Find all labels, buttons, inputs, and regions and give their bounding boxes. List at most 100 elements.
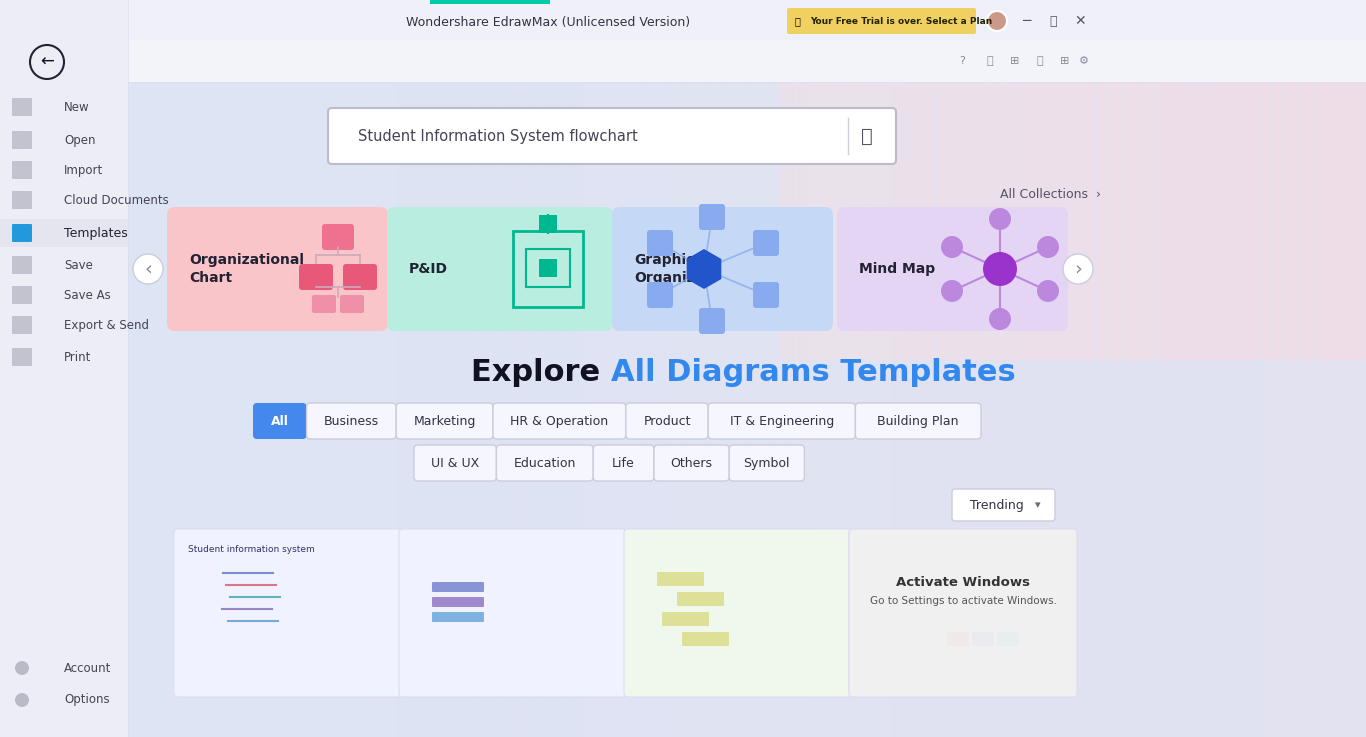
FancyBboxPatch shape bbox=[985, 40, 1001, 360]
FancyBboxPatch shape bbox=[686, 40, 706, 737]
FancyBboxPatch shape bbox=[952, 489, 1055, 521]
FancyBboxPatch shape bbox=[768, 40, 790, 737]
Text: Student information system: Student information system bbox=[189, 545, 314, 554]
FancyBboxPatch shape bbox=[953, 40, 975, 737]
Text: HR & Operation: HR & Operation bbox=[511, 414, 608, 427]
FancyBboxPatch shape bbox=[729, 445, 805, 481]
Text: ⊞: ⊞ bbox=[1060, 56, 1070, 66]
FancyBboxPatch shape bbox=[867, 40, 885, 360]
FancyBboxPatch shape bbox=[12, 131, 31, 149]
Text: 🌐: 🌐 bbox=[1037, 56, 1044, 66]
Text: Go to Settings to activate Windows.: Go to Settings to activate Windows. bbox=[870, 596, 1056, 606]
FancyBboxPatch shape bbox=[970, 40, 988, 360]
FancyBboxPatch shape bbox=[1220, 40, 1236, 360]
Text: Mind Map: Mind Map bbox=[859, 262, 936, 276]
FancyBboxPatch shape bbox=[1305, 40, 1326, 737]
FancyBboxPatch shape bbox=[1233, 40, 1251, 360]
FancyBboxPatch shape bbox=[12, 348, 31, 366]
FancyBboxPatch shape bbox=[1131, 40, 1149, 360]
FancyBboxPatch shape bbox=[647, 230, 673, 256]
FancyBboxPatch shape bbox=[1180, 40, 1202, 737]
FancyBboxPatch shape bbox=[387, 207, 613, 331]
FancyBboxPatch shape bbox=[432, 597, 484, 607]
Text: Wondershare EdrawMax (Unlicensed Version): Wondershare EdrawMax (Unlicensed Version… bbox=[406, 15, 690, 29]
FancyBboxPatch shape bbox=[396, 403, 493, 439]
FancyBboxPatch shape bbox=[602, 40, 624, 737]
Circle shape bbox=[1037, 280, 1059, 302]
Text: Save As: Save As bbox=[64, 288, 111, 301]
FancyBboxPatch shape bbox=[855, 403, 981, 439]
Circle shape bbox=[989, 308, 1011, 330]
Text: Education: Education bbox=[514, 456, 576, 469]
Circle shape bbox=[15, 661, 29, 675]
FancyBboxPatch shape bbox=[1325, 40, 1347, 737]
Text: Options: Options bbox=[64, 694, 109, 707]
FancyBboxPatch shape bbox=[612, 207, 833, 331]
Text: All Diagrams Templates: All Diagrams Templates bbox=[611, 357, 1016, 386]
Text: P&ID: P&ID bbox=[408, 262, 448, 276]
FancyBboxPatch shape bbox=[947, 632, 968, 646]
FancyBboxPatch shape bbox=[654, 445, 729, 481]
FancyBboxPatch shape bbox=[0, 0, 1366, 40]
Text: Export & Send: Export & Send bbox=[64, 318, 149, 332]
FancyBboxPatch shape bbox=[809, 40, 831, 737]
Circle shape bbox=[1063, 254, 1093, 284]
FancyBboxPatch shape bbox=[12, 191, 31, 209]
FancyBboxPatch shape bbox=[1059, 40, 1075, 360]
FancyBboxPatch shape bbox=[753, 282, 779, 308]
FancyBboxPatch shape bbox=[1146, 40, 1162, 360]
Text: Building Plan: Building Plan bbox=[877, 414, 959, 427]
FancyBboxPatch shape bbox=[624, 529, 852, 697]
FancyBboxPatch shape bbox=[1098, 40, 1119, 737]
Text: Print: Print bbox=[64, 351, 92, 363]
FancyBboxPatch shape bbox=[12, 98, 31, 116]
FancyBboxPatch shape bbox=[328, 108, 896, 164]
FancyBboxPatch shape bbox=[167, 207, 388, 331]
FancyBboxPatch shape bbox=[663, 612, 709, 626]
FancyBboxPatch shape bbox=[1279, 40, 1295, 360]
FancyBboxPatch shape bbox=[1074, 40, 1090, 360]
FancyBboxPatch shape bbox=[850, 40, 872, 737]
FancyBboxPatch shape bbox=[12, 286, 31, 304]
FancyBboxPatch shape bbox=[839, 40, 855, 360]
Text: 🔔: 🔔 bbox=[986, 56, 993, 66]
FancyBboxPatch shape bbox=[496, 445, 593, 481]
Text: All: All bbox=[270, 414, 288, 427]
Text: Organizational
Chart: Organizational Chart bbox=[189, 253, 305, 285]
FancyBboxPatch shape bbox=[1201, 40, 1223, 737]
FancyBboxPatch shape bbox=[664, 40, 686, 737]
FancyBboxPatch shape bbox=[541, 40, 563, 737]
FancyBboxPatch shape bbox=[1160, 40, 1182, 737]
FancyBboxPatch shape bbox=[1044, 40, 1060, 360]
FancyBboxPatch shape bbox=[593, 445, 654, 481]
Text: ←: ← bbox=[40, 53, 53, 71]
FancyBboxPatch shape bbox=[837, 207, 1068, 331]
FancyBboxPatch shape bbox=[706, 40, 727, 737]
Text: ⌕: ⌕ bbox=[861, 127, 873, 145]
FancyBboxPatch shape bbox=[1117, 40, 1134, 360]
FancyBboxPatch shape bbox=[430, 0, 550, 4]
FancyBboxPatch shape bbox=[1221, 40, 1243, 737]
FancyBboxPatch shape bbox=[1078, 40, 1098, 737]
FancyBboxPatch shape bbox=[994, 40, 1016, 737]
FancyBboxPatch shape bbox=[1292, 40, 1310, 360]
FancyBboxPatch shape bbox=[437, 40, 459, 737]
FancyBboxPatch shape bbox=[128, 40, 150, 737]
Circle shape bbox=[989, 208, 1011, 230]
FancyBboxPatch shape bbox=[210, 40, 232, 737]
FancyBboxPatch shape bbox=[231, 40, 253, 737]
FancyBboxPatch shape bbox=[12, 316, 31, 334]
FancyBboxPatch shape bbox=[540, 215, 557, 233]
Text: ─: ─ bbox=[1022, 14, 1030, 28]
FancyBboxPatch shape bbox=[647, 282, 673, 308]
FancyBboxPatch shape bbox=[870, 40, 892, 737]
Text: 🛒: 🛒 bbox=[795, 16, 800, 26]
FancyBboxPatch shape bbox=[1035, 40, 1057, 737]
FancyBboxPatch shape bbox=[149, 40, 171, 737]
FancyBboxPatch shape bbox=[169, 40, 191, 737]
Text: Life: Life bbox=[612, 456, 635, 469]
FancyBboxPatch shape bbox=[974, 40, 996, 737]
FancyBboxPatch shape bbox=[1307, 40, 1324, 360]
FancyBboxPatch shape bbox=[912, 40, 929, 360]
Text: ⊞: ⊞ bbox=[1011, 56, 1019, 66]
